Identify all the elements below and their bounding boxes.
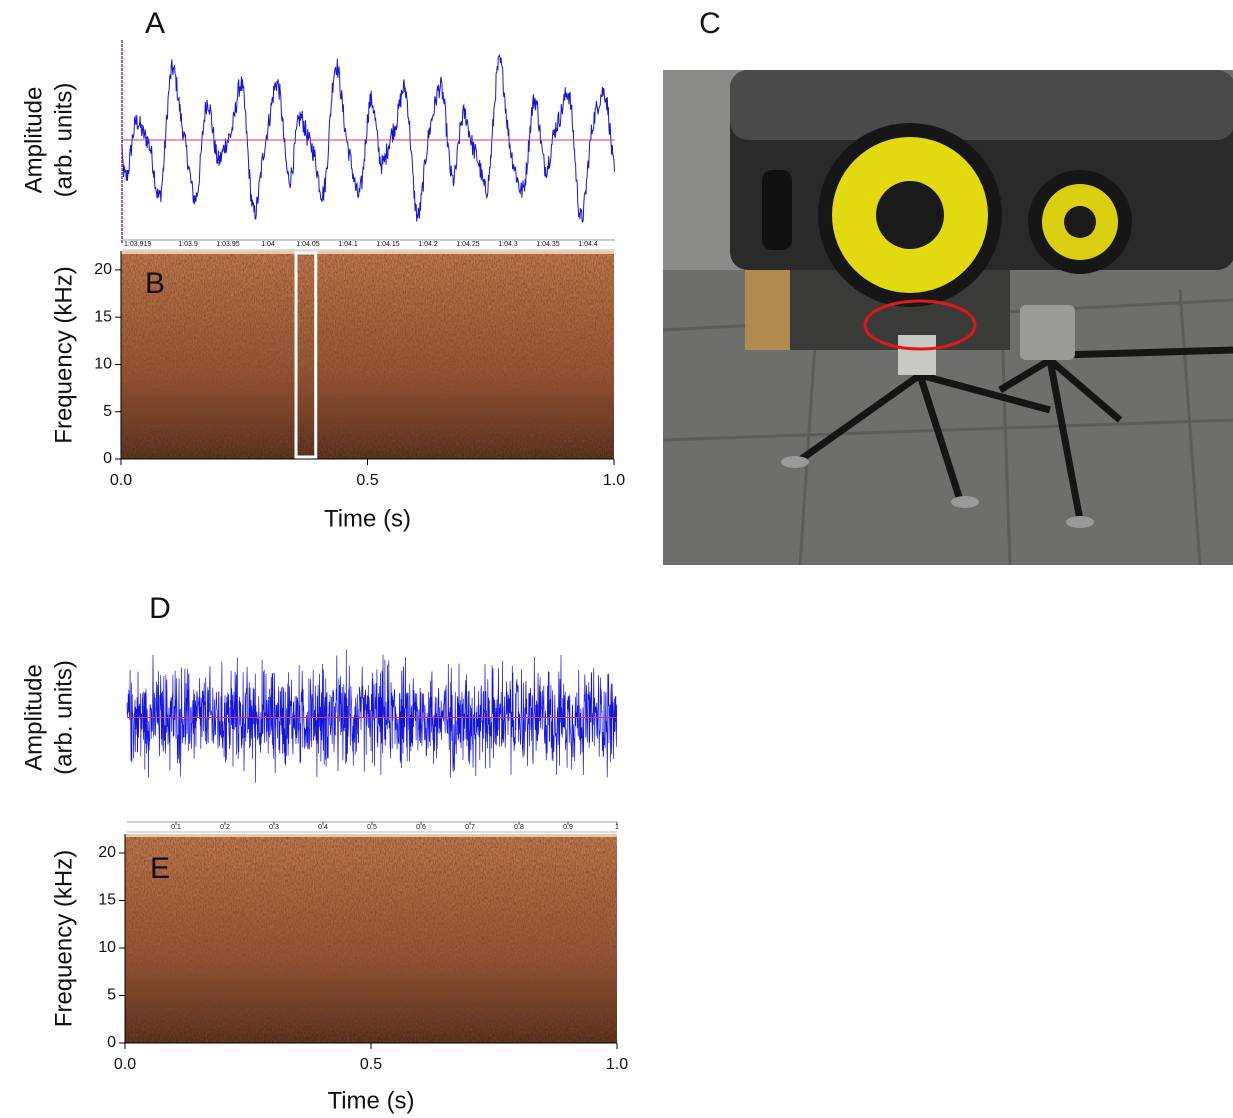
- x-tick-label: 0.5: [367, 824, 377, 831]
- y-axis-label: Frequency (kHz): [50, 850, 77, 1027]
- y-axis-label: Frequency (kHz): [50, 266, 77, 443]
- x-tick-label: 0.8: [514, 824, 524, 831]
- y-axis-label: (arb. units): [50, 660, 77, 775]
- time-label: 1:04.05: [296, 241, 319, 248]
- spectrogram-grain: [121, 251, 614, 459]
- y-axis-label: Amplitude: [20, 664, 47, 771]
- x-tick-label: 1.0: [603, 472, 625, 489]
- x-tick-label: 0.0: [110, 472, 132, 489]
- x-tick-label: 0.4: [318, 824, 328, 831]
- x-tick-label: 0.2: [220, 824, 230, 831]
- y-tick-label: 20: [94, 261, 112, 278]
- x-tick-label: 0.0: [114, 1056, 136, 1073]
- waveform: [121, 54, 615, 224]
- y-axis-label: (arb. units): [50, 83, 77, 198]
- panel-label: A: [145, 7, 165, 40]
- x-tick-label: 1: [615, 824, 619, 831]
- time-label: 1:04.3: [498, 241, 518, 248]
- y-tick-label: 10: [94, 356, 112, 373]
- y-tick-label: 0: [107, 1034, 116, 1051]
- time-label: 1:04.2: [418, 241, 438, 248]
- photo: [663, 70, 1233, 565]
- x-tick-label: 0.9: [563, 824, 573, 831]
- waveform: [126, 649, 618, 783]
- y-tick-label: 5: [103, 403, 112, 420]
- time-label: 1:04.4: [578, 241, 598, 248]
- x-tick-label: 0.1: [171, 824, 181, 831]
- panel-label: E: [150, 852, 170, 885]
- y-tick-label: 15: [98, 892, 116, 909]
- x-tick-label: 1.0: [606, 1056, 628, 1073]
- x-tick-label: 0.3: [269, 824, 279, 831]
- time-label: 1:04.15: [376, 241, 399, 248]
- y-tick-label: 20: [98, 844, 116, 861]
- panel-label: D: [149, 592, 171, 625]
- y-tick-label: 10: [98, 939, 116, 956]
- x-axis-label: Time (s): [327, 1087, 414, 1114]
- time-label: 1:04: [261, 241, 275, 248]
- x-axis-label: Time (s): [324, 505, 411, 532]
- time-label: 1:04.35: [536, 241, 559, 248]
- y-tick-label: 15: [94, 308, 112, 325]
- x-tick-label: 0.5: [356, 472, 378, 489]
- time-label: 1:04.1: [338, 241, 358, 248]
- y-axis-label: Amplitude: [20, 87, 47, 194]
- y-tick-label: 0: [103, 450, 112, 467]
- time-label: 1:03.919: [124, 241, 151, 248]
- time-label: 1:04.25: [456, 241, 479, 248]
- x-tick-label: 0.6: [416, 824, 426, 831]
- highlight: [294, 251, 318, 459]
- spectrogram-top: [125, 834, 617, 837]
- spectrogram-top: [121, 251, 614, 254]
- x-tick-label: 0.5: [360, 1056, 382, 1073]
- spectrogram-grain: [125, 834, 617, 1043]
- panel-label: B: [145, 267, 165, 300]
- panel-label: C: [699, 7, 721, 40]
- time-label: 1:03.9: [178, 241, 198, 248]
- y-tick-label: 5: [107, 987, 116, 1004]
- time-label: 1:03.95: [216, 241, 239, 248]
- x-tick-label: 0.7: [465, 824, 475, 831]
